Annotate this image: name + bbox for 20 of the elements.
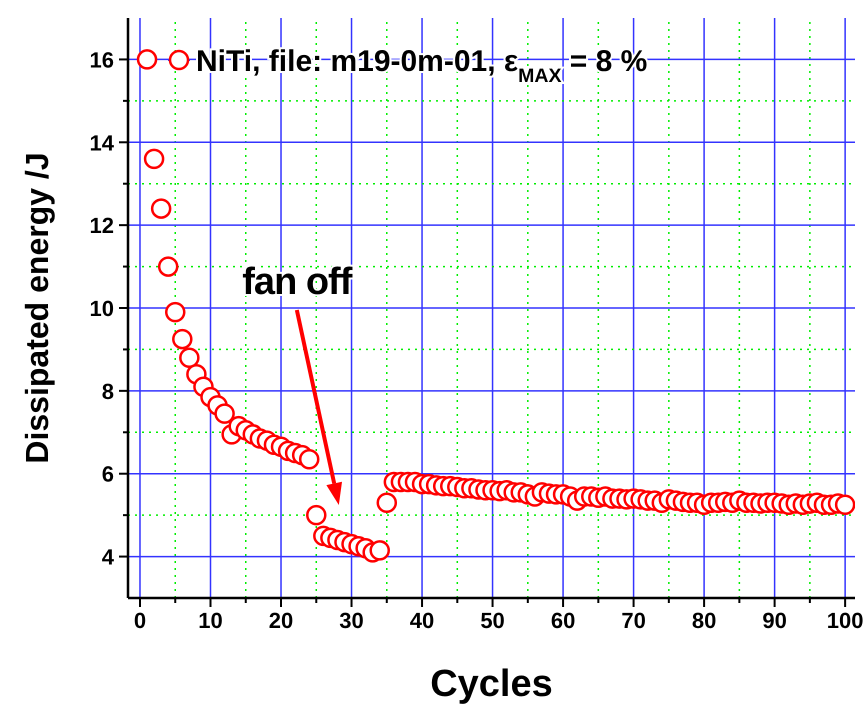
x-tick-label: 10 xyxy=(198,608,223,633)
y-axis-title: Dissipated energy /J xyxy=(19,152,55,464)
x-tick-label: 20 xyxy=(268,608,294,633)
x-axis-title: Cycles xyxy=(430,663,553,705)
y-tick-label: 12 xyxy=(90,213,114,238)
x-tick-label: 60 xyxy=(550,608,576,633)
x-tick-label: 30 xyxy=(339,608,364,633)
x-tick-label: 90 xyxy=(762,608,787,633)
x-tick-label: 100 xyxy=(826,608,864,633)
y-tick-label: 8 xyxy=(102,378,114,404)
y-tick-label: 4 xyxy=(102,544,115,570)
x-tick-label: 50 xyxy=(480,608,505,633)
x-tick-label: 40 xyxy=(410,608,434,633)
y-tick-label: 14 xyxy=(90,130,115,156)
y-tick-label: 16 xyxy=(90,47,114,72)
x-tick-label: 70 xyxy=(621,608,646,633)
x-tick-label: 80 xyxy=(692,608,716,633)
x-tick-label: 0 xyxy=(134,608,146,633)
y-tick-label: 10 xyxy=(90,296,114,321)
y-tick-label: 6 xyxy=(102,462,114,487)
